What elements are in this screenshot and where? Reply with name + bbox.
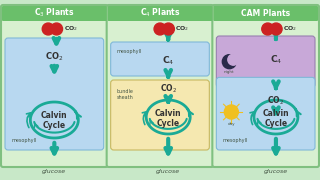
FancyBboxPatch shape — [111, 42, 209, 76]
FancyBboxPatch shape — [216, 77, 315, 150]
FancyBboxPatch shape — [213, 6, 318, 21]
Text: mesophyll: mesophyll — [117, 49, 142, 54]
Circle shape — [222, 55, 236, 69]
Text: Calvin: Calvin — [41, 111, 68, 120]
Text: day: day — [228, 122, 235, 126]
FancyBboxPatch shape — [5, 38, 104, 150]
Circle shape — [270, 23, 282, 35]
Text: C$_4$ Plants: C$_4$ Plants — [140, 7, 180, 19]
Text: glucose: glucose — [156, 169, 180, 174]
Text: C$_4$: C$_4$ — [162, 55, 174, 67]
Text: CO$_2$: CO$_2$ — [283, 24, 297, 33]
Text: sheath: sheath — [117, 95, 133, 100]
Text: Cycle: Cycle — [157, 118, 180, 127]
Circle shape — [228, 54, 239, 65]
Text: CO$_2$: CO$_2$ — [64, 24, 78, 33]
FancyBboxPatch shape — [111, 80, 209, 150]
Text: CO$_2$: CO$_2$ — [175, 24, 190, 33]
Circle shape — [163, 23, 174, 35]
Text: CO$_2$: CO$_2$ — [268, 94, 284, 107]
Circle shape — [51, 23, 62, 35]
Circle shape — [262, 23, 274, 35]
Circle shape — [42, 23, 54, 35]
FancyBboxPatch shape — [107, 5, 213, 167]
Text: C$_4$: C$_4$ — [270, 53, 282, 66]
Text: Calvin: Calvin — [263, 109, 289, 118]
FancyBboxPatch shape — [1, 5, 108, 167]
FancyBboxPatch shape — [212, 5, 319, 167]
FancyArrowPatch shape — [250, 112, 254, 125]
Text: Cycle: Cycle — [43, 122, 66, 130]
FancyBboxPatch shape — [108, 6, 212, 21]
FancyArrowPatch shape — [142, 112, 147, 125]
Text: glucose: glucose — [42, 169, 66, 174]
Circle shape — [154, 23, 166, 35]
FancyBboxPatch shape — [216, 36, 315, 87]
Text: Cycle: Cycle — [264, 118, 287, 127]
Text: mesophyll: mesophyll — [11, 138, 36, 143]
Text: C$_3$ Plants: C$_3$ Plants — [34, 7, 75, 19]
Text: Calvin: Calvin — [155, 109, 181, 118]
Text: CO$_2$: CO$_2$ — [45, 51, 64, 63]
Text: CAM Plants: CAM Plants — [241, 8, 290, 17]
Text: glucose: glucose — [264, 169, 288, 174]
FancyBboxPatch shape — [2, 6, 107, 21]
Circle shape — [224, 105, 238, 119]
FancyArrowPatch shape — [27, 113, 31, 128]
Text: night: night — [224, 70, 235, 74]
Text: CO$_2$: CO$_2$ — [160, 83, 177, 95]
Text: mesophyll: mesophyll — [222, 138, 248, 143]
Text: bundle: bundle — [117, 89, 133, 94]
